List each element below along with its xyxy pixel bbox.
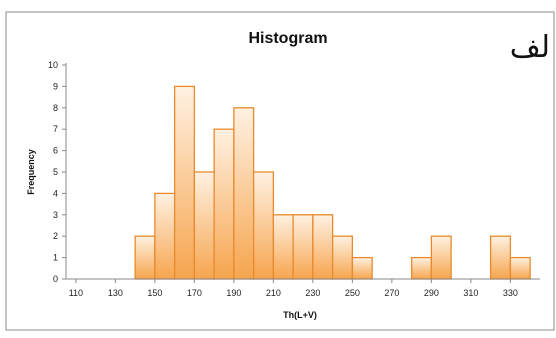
y-tick-label: 4 — [53, 188, 58, 198]
histogram-bar — [134, 235, 156, 280]
chart-border — [5, 11, 555, 331]
histogram-bar — [312, 214, 334, 280]
ticks-group: 0 1 2 3 4 5 6 7 8 9 10 110 130 150 170 190 210 230 250 270 2… — [48, 60, 518, 298]
histogram-bar — [193, 171, 215, 280]
y-tick-label: 5 — [53, 167, 58, 177]
x-axis-label: Th(L+V) — [283, 310, 317, 320]
histogram-bar — [331, 235, 354, 280]
y-tick-label: 2 — [53, 231, 58, 241]
y-tick-label: 8 — [53, 103, 58, 113]
x-tick-label: 150 — [147, 288, 162, 298]
y-tick-label: 6 — [53, 146, 58, 156]
y-tick-label: 9 — [53, 81, 58, 91]
y-tick-label: 7 — [53, 124, 58, 134]
x-tick-label: 110 — [69, 288, 83, 298]
y-tick-label: 1 — [53, 253, 58, 263]
y-axis-label: Frequency — [26, 149, 36, 195]
x-tick-label: 250 — [345, 288, 360, 298]
x-tick-label: 210 — [266, 288, 281, 298]
x-tick-label: 230 — [305, 288, 320, 298]
x-tick-label: 290 — [424, 288, 439, 298]
chart-title: Histogram — [248, 30, 327, 47]
histogram-bar — [489, 235, 512, 280]
histogram-bar — [509, 256, 531, 280]
histogram-bar — [351, 256, 373, 280]
histogram-bar — [410, 256, 433, 280]
histogram-bar — [292, 214, 314, 280]
y-tick-label: 0 — [53, 274, 58, 284]
bars-group — [134, 85, 531, 280]
axes-group — [65, 63, 540, 280]
side-text: لف — [509, 30, 550, 65]
x-tick-label: 330 — [503, 288, 518, 298]
histogram-bar — [154, 192, 176, 280]
x-tick-label: 310 — [463, 288, 478, 298]
y-tick-label: 3 — [53, 210, 58, 220]
y-tick-label: 10 — [48, 60, 58, 70]
histogram-bar — [173, 85, 196, 280]
x-tick-label: 270 — [384, 288, 399, 298]
histogram-bar — [213, 128, 235, 280]
histogram-bar — [272, 214, 294, 280]
histogram-bar — [430, 235, 452, 280]
x-tick-label: 190 — [226, 288, 241, 298]
histogram-bar — [233, 107, 255, 280]
histogram-bar — [252, 171, 275, 280]
x-tick-label: 130 — [108, 288, 123, 298]
x-tick-label: 170 — [187, 288, 202, 298]
